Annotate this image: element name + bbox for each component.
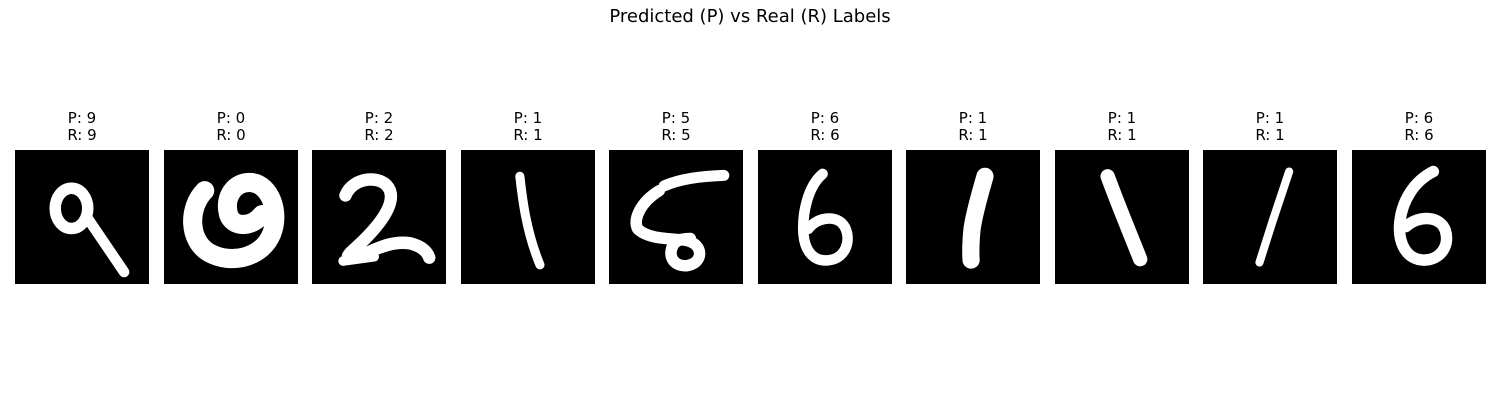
digit-image-1 (15, 150, 149, 284)
predicted-label-3: P: 2 (364, 109, 394, 127)
real-label-9: R: 1 (1255, 126, 1285, 144)
predicted-label-6: P: 6 (810, 109, 840, 127)
predicted-label-5: P: 5 (661, 109, 691, 127)
digit-image-2 (164, 150, 298, 284)
prediction-panel-5: P: 5 R: 5 (609, 110, 743, 284)
real-label-8: R: 1 (1107, 126, 1137, 144)
predicted-label-8: P: 1 (1107, 109, 1137, 127)
panel-title-3: P: 2 R: 2 (312, 110, 446, 150)
digit-image-4 (461, 150, 595, 284)
digit-image-5 (609, 150, 743, 284)
panel-title-9: P: 1 R: 1 (1203, 110, 1337, 150)
prediction-panel-1: P: 9 R: 9 (15, 110, 149, 284)
prediction-panel-8: P: 1 R: 1 (1055, 110, 1189, 284)
real-label-5: R: 5 (661, 126, 691, 144)
predicted-label-9: P: 1 (1255, 109, 1285, 127)
predicted-label-1: P: 9 (67, 109, 97, 127)
prediction-panel-4: P: 1 R: 1 (461, 110, 595, 284)
real-label-1: R: 9 (67, 126, 97, 144)
predicted-label-2: P: 0 (216, 109, 246, 127)
predicted-label-4: P: 1 (513, 109, 543, 127)
prediction-panel-7: P: 1 R: 1 (906, 110, 1040, 284)
prediction-panel-9: P: 1 R: 1 (1203, 110, 1337, 284)
prediction-panel-10: P: 6 R: 6 (1352, 110, 1486, 284)
panel-title-7: P: 1 R: 1 (906, 110, 1040, 150)
panel-title-8: P: 1 R: 1 (1055, 110, 1189, 150)
panel-title-4: P: 1 R: 1 (461, 110, 595, 150)
digit-image-7 (906, 150, 1040, 284)
real-label-3: R: 2 (364, 126, 394, 144)
panel-title-10: P: 6 R: 6 (1352, 110, 1486, 150)
prediction-panel-2: P: 0 R: 0 (164, 110, 298, 284)
prediction-panel-6: P: 6 R: 6 (758, 110, 892, 284)
digit-image-6 (758, 150, 892, 284)
predicted-label-10: P: 6 (1404, 109, 1434, 127)
prediction-panel-3: P: 2 R: 2 (312, 110, 446, 284)
real-label-6: R: 6 (810, 126, 840, 144)
real-label-10: R: 6 (1404, 126, 1434, 144)
panel-title-1: P: 9 R: 9 (15, 110, 149, 150)
real-label-7: R: 1 (958, 126, 988, 144)
digit-image-10 (1352, 150, 1486, 284)
panel-title-5: P: 5 R: 5 (609, 110, 743, 150)
digit-image-9 (1203, 150, 1337, 284)
digit-image-3 (312, 150, 446, 284)
real-label-2: R: 0 (216, 126, 246, 144)
real-label-4: R: 1 (513, 126, 543, 144)
digit-image-8 (1055, 150, 1189, 284)
panel-title-2: P: 0 R: 0 (164, 110, 298, 150)
predicted-label-7: P: 1 (958, 109, 988, 127)
figure-title: Predicted (P) vs Real (R) Labels (609, 6, 891, 27)
panel-title-6: P: 6 R: 6 (758, 110, 892, 150)
